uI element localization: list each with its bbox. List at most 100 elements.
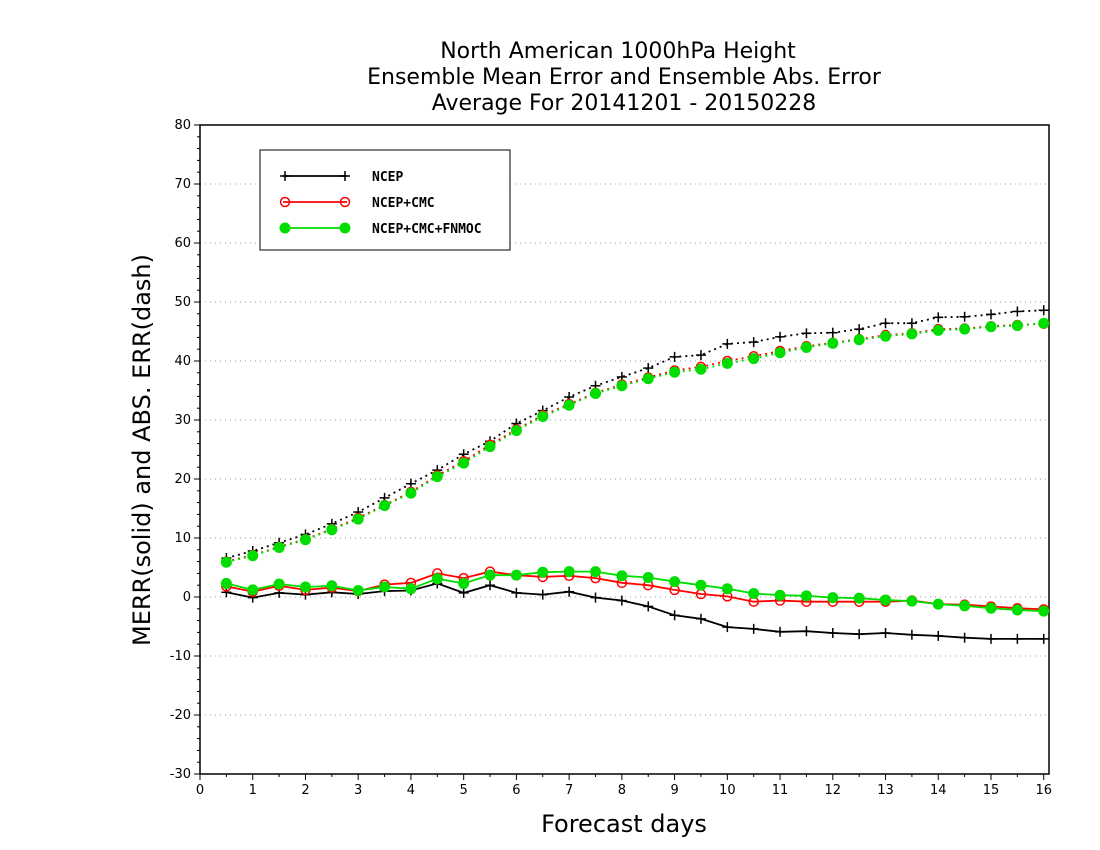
merr-point-ncep [880, 627, 891, 638]
merr-point-ncep-cmc-fnmoc [484, 569, 496, 581]
legend-item-ncep-cmc-fnmoc: NCEP+CMC+FNMOC [279, 222, 482, 237]
merr-point-ncep-cmc-fnmoc [985, 602, 997, 614]
y-tick-label: 0 [183, 590, 191, 605]
x-tick-label: 3 [354, 783, 362, 798]
merr-line-ncep-cmc-fnmoc [226, 570, 1044, 613]
x-tick-label: 5 [460, 783, 468, 798]
merr-point-ncep-cmc-fnmoc [669, 576, 681, 588]
abs-err-point-ncep [880, 318, 891, 329]
abs-err-point-ncep-cmc-fnmoc [774, 347, 786, 359]
merr-point-ncep [695, 613, 706, 624]
legend-marker [340, 171, 350, 181]
merr-point-ncep [827, 627, 838, 638]
x-tick-label: 2 [301, 783, 309, 798]
merr-point-ncep-cmc-fnmoc [563, 566, 575, 578]
abs-err-point-ncep-cmc-fnmoc [1011, 320, 1023, 332]
merr-point-ncep-cmc-fnmoc [510, 569, 522, 581]
x-tick-label: 1 [249, 783, 257, 798]
abs-err-point-ncep [906, 318, 917, 329]
merr-point-ncep [221, 587, 232, 598]
x-tick-label: 6 [512, 783, 520, 798]
legend-box [259, 149, 511, 251]
x-tick-label: 12 [825, 783, 842, 798]
merr-point-ncep-cmc-fnmoc [774, 589, 786, 601]
abs-err-point-ncep-cmc-fnmoc [642, 373, 654, 385]
abs-err-point-ncep [959, 311, 970, 322]
merr-point-ncep [643, 601, 654, 612]
merr-point-ncep-cmc-fnmoc [932, 598, 944, 610]
abs-err-point-ncep-cmc-fnmoc [537, 410, 549, 422]
abs-err-point-ncep-cmc-fnmoc [379, 500, 391, 512]
merr-point-ncep-cmc-fnmoc [405, 583, 417, 595]
abs-err-point-ncep [695, 350, 706, 361]
y-tick-label: 30 [174, 413, 191, 428]
abs-err-line-ncep [226, 309, 1044, 559]
abs-err-point-ncep [458, 449, 469, 460]
chart-title-line-2: Ensemble Mean Error and Ensemble Abs. Er… [367, 65, 882, 90]
merr-point-ncep [748, 623, 759, 634]
x-tick-label: 15 [983, 783, 1000, 798]
abs-err-point-ncep-cmc-fnmoc [800, 341, 812, 353]
series-ncep [221, 305, 1049, 644]
merr-point-ncep-cmc-fnmoc [273, 578, 285, 590]
merr-point-ncep [959, 632, 970, 643]
y-tick-label: 40 [174, 354, 191, 369]
merr-point-ncep-cmc-fnmoc [959, 600, 971, 612]
abs-err-point-ncep-cmc-fnmoc [669, 366, 681, 378]
abs-err-point-ncep-cmc-fnmoc [484, 441, 496, 453]
merr-point-ncep-cmc-fnmoc [1011, 604, 1023, 616]
legend-item-ncep: NCEP [280, 170, 403, 185]
merr-point-ncep-cmc-fnmoc [458, 577, 470, 589]
merr-point-ncep [1012, 633, 1023, 644]
abs-err-line-ncep-cmc [226, 322, 1044, 563]
abs-err-point-ncep-cmc-fnmoc [326, 524, 338, 536]
series-ncep-cmc [221, 318, 1049, 615]
x-tick-label: 11 [772, 783, 789, 798]
abs-err-point-ncep-cmc-fnmoc [247, 550, 259, 562]
merr-point-ncep [933, 630, 944, 641]
abs-err-point-ncep-cmc-fnmoc [1038, 317, 1050, 329]
merr-point-ncep-cmc-fnmoc [537, 566, 549, 578]
x-axis: 0 1 2 3 4 5 6 7 8 9 10 11 12 13 14 15 16 [196, 774, 1052, 798]
merr-point-ncep [590, 592, 601, 603]
legend-label: NCEP [372, 170, 403, 185]
y-tick-label: 70 [174, 177, 191, 192]
y-tick-label: 80 [174, 118, 191, 133]
merr-point-ncep-cmc-fnmoc [352, 585, 364, 597]
legend-marker [279, 196, 291, 208]
merr-point-ncep-cmc-fnmoc [695, 579, 707, 591]
abs-err-point-ncep [985, 309, 996, 320]
merr-point-ncep-cmc-fnmoc [299, 581, 311, 593]
abs-err-line-ncep-cmc-fnmoc [226, 322, 1044, 564]
merr-point-ncep-cmc-fnmoc [379, 581, 391, 593]
y-tick-label: 20 [174, 472, 191, 487]
abs-err-point-ncep [933, 312, 944, 323]
abs-err-point-ncep [827, 327, 838, 338]
plot-frame [199, 124, 1050, 775]
merr-point-ncep [564, 586, 575, 597]
merr-point-ncep-cmc-fnmoc [1038, 605, 1050, 617]
abs-err-point-ncep-cmc-fnmoc [748, 353, 760, 365]
x-tick-label: 13 [877, 783, 894, 798]
abs-err-point-ncep-cmc-fnmoc [959, 323, 971, 335]
merr-line-ncep [226, 582, 1044, 640]
abs-err-point-ncep-cmc-fnmoc [985, 321, 997, 333]
x-tick-label: 8 [618, 783, 626, 798]
abs-err-point-ncep-cmc-fnmoc [273, 541, 285, 553]
abs-err-point-ncep-cmc-fnmoc [827, 337, 839, 349]
merr-point-ncep [854, 629, 865, 640]
x-tick-label: 4 [407, 783, 415, 798]
merr-point-ncep-cmc-fnmoc [220, 577, 232, 589]
x-tick-label: 16 [1035, 783, 1052, 798]
x-tick-label: 0 [196, 783, 204, 798]
merr-point-ncep-cmc-fnmoc [431, 573, 443, 585]
abs-err-point-ncep [669, 351, 680, 362]
abs-err-point-ncep [748, 337, 759, 348]
merr-point-ncep-cmc-fnmoc [326, 580, 338, 592]
abs-err-point-ncep [801, 328, 812, 339]
merr-point-ncep [669, 610, 680, 621]
abs-err-point-ncep [854, 324, 865, 335]
merr-point-ncep [1038, 633, 1049, 644]
abs-err-point-ncep [1038, 305, 1049, 316]
series-layer [220, 305, 1050, 644]
